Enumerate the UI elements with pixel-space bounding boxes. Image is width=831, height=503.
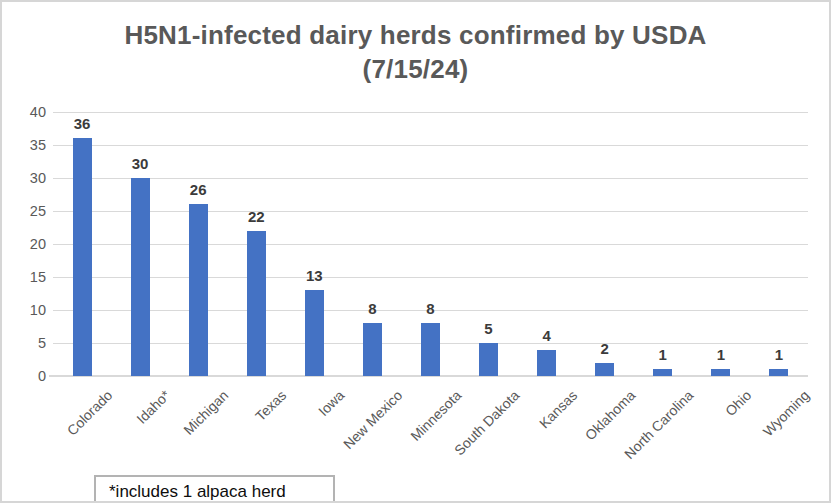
bar — [769, 369, 788, 376]
bar-data-label: 13 — [285, 267, 343, 285]
bar-data-label: 36 — [53, 115, 111, 133]
y-axis-tick-label: 35 — [2, 136, 46, 154]
gridline-15 — [53, 277, 808, 278]
gridline-35 — [53, 145, 808, 146]
bar — [189, 204, 208, 376]
bar — [537, 350, 556, 376]
bar-data-label: 22 — [227, 208, 285, 226]
bar-data-label: 1 — [634, 346, 692, 364]
chart-frame: H5N1-infected dairy herds confirmed by U… — [0, 0, 831, 503]
bar — [305, 290, 324, 376]
bar — [711, 369, 730, 376]
y-axis-tick-label: 15 — [2, 268, 46, 286]
y-axis-tick-label: 40 — [2, 103, 46, 121]
y-axis-tick-label: 25 — [2, 202, 46, 220]
y-axis-tick-label: 30 — [2, 169, 46, 187]
bar — [247, 231, 266, 376]
bar — [653, 369, 672, 376]
gridline-40 — [53, 112, 808, 113]
y-axis-tick-label: 0 — [2, 367, 46, 385]
plot-area — [53, 112, 808, 376]
bar — [131, 178, 150, 376]
y-axis-tick-label: 20 — [2, 235, 46, 253]
bar-data-label: 8 — [401, 300, 459, 318]
bar — [479, 343, 498, 376]
bar — [421, 323, 440, 376]
bar-data-label: 8 — [343, 300, 401, 318]
footnote-text: *includes 1 alpaca herd — [109, 482, 286, 501]
y-axis-tick-label: 10 — [2, 301, 46, 319]
bar-data-label: 4 — [518, 327, 576, 345]
gridline-25 — [53, 211, 808, 212]
y-axis-tick-label: 5 — [2, 334, 46, 352]
bar — [595, 363, 614, 376]
bar — [363, 323, 382, 376]
footnote-box: *includes 1 alpaca herd — [94, 475, 335, 503]
bar-data-label: 1 — [750, 346, 808, 364]
gridline-30 — [53, 178, 808, 179]
bar-data-label: 2 — [576, 340, 634, 358]
chart-title-line1: H5N1-infected dairy herds confirmed by U… — [2, 18, 829, 52]
chart-title-line2: (7/15/24) — [2, 52, 829, 86]
chart-title: H5N1-infected dairy herds confirmed by U… — [2, 18, 829, 87]
gridline-20 — [53, 244, 808, 245]
bar-data-label: 1 — [692, 346, 750, 364]
bar-data-label: 26 — [169, 181, 227, 199]
bar-data-label: 5 — [460, 320, 518, 338]
bar-data-label: 30 — [111, 155, 169, 173]
bar — [73, 138, 92, 376]
